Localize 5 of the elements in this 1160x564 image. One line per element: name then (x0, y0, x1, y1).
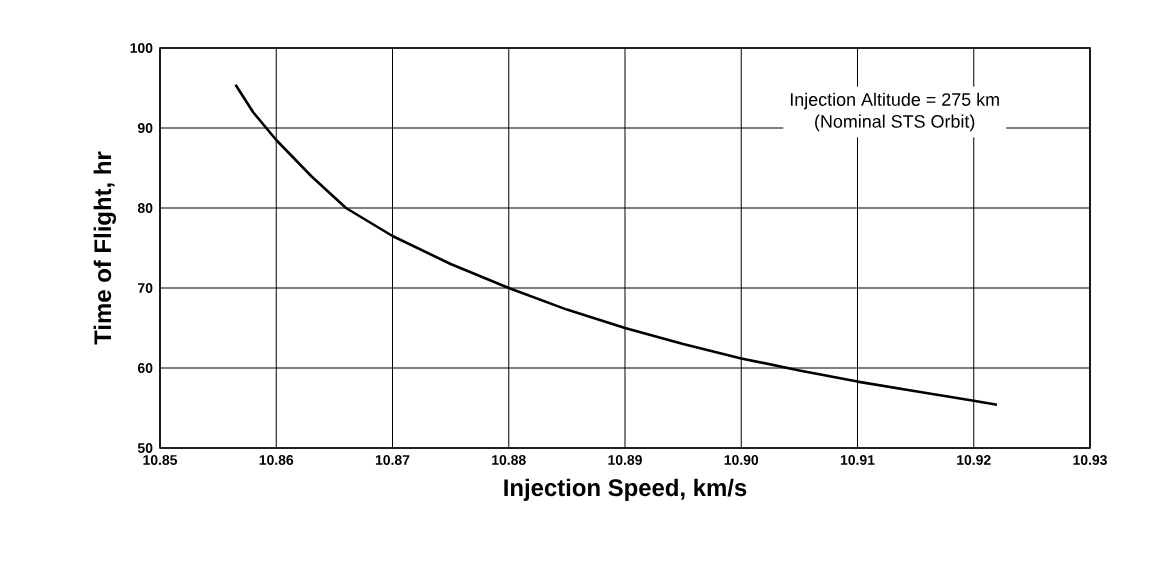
y-axis-title: Time of Flight, hr (93, 151, 116, 345)
annotation: Injection Altitude = 275 km (790, 92, 999, 110)
x-axis-title: Injection Speed, km/s (504, 478, 747, 501)
line-series (234, 83, 999, 407)
annotation: (Nominal STS Orbit) (815, 114, 975, 132)
